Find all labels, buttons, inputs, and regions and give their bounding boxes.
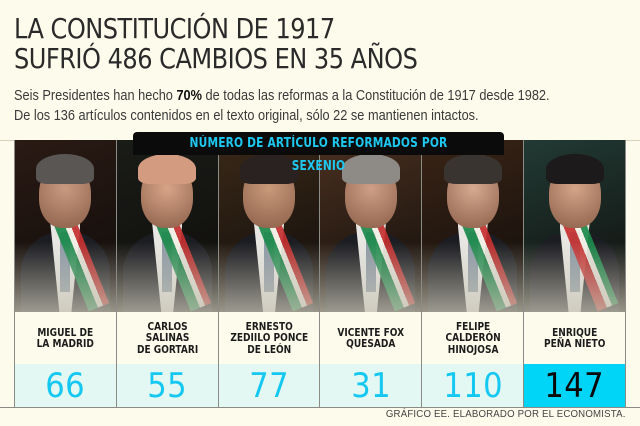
president-portrait [524,140,625,312]
president-name-text: VICENTE FOX QUESADA [337,326,405,350]
president-name: MIGUEL DE LA MADRID [15,312,116,364]
hair-shape [443,154,502,184]
president-name-text: FELIPE CALDERÓN HINOJOSA [445,320,501,356]
reform-count: 55 [116,364,218,408]
reform-count-value: 31 [350,366,391,406]
president-name: ERNESTO ZEDIILO PONCE DE LEÓN [218,312,320,364]
president-portrait [218,140,320,312]
portrait-fade [218,242,320,312]
president-portrait [15,140,116,312]
president-name-text: ERNESTO ZEDIILO PONCE DE LEÓN [230,320,308,356]
infographic-title: LA CONSTITUCIÓN DE 1917 SUFRIÓ 486 CAMBI… [14,12,418,75]
president-column: ENRIQUE PEÑA NIETO 147 [524,140,626,408]
section-banner: NÚMERO DE ARTÍCULO REFORMADOS POR SEXENI… [133,132,504,174]
reform-count: 147 [524,364,625,408]
president-column: FELIPE CALDERÓN HINOJOSA 110 [422,140,525,408]
president-name: ENRIQUE PEÑA NIETO [524,312,625,364]
hair-shape [36,154,95,184]
hair-shape [545,154,604,184]
portrait-fade [15,242,116,312]
reform-count-value: 66 [45,366,86,406]
president-name-text: MIGUEL DE LA MADRID [36,326,95,350]
reform-count-value: 147 [544,366,605,406]
hair-shape [138,154,197,184]
president-name: FELIPE CALDERÓN HINOJOSA [422,312,524,364]
subtitle-line-2: De los 136 artículos contenidos en el te… [14,108,479,124]
portrait-fade [320,242,422,312]
portrait-fade [524,242,625,312]
reform-count-value: 77 [249,366,289,406]
source-credit: GRÁFICO EE. ELABORADO POR EL ECONOMISTA. [386,408,626,420]
reform-count-value: 55 [147,366,188,406]
president-column: CARLOS SALINAS DE GORTARI 55 [116,140,219,408]
hair-shape [240,154,299,184]
president-column: ERNESTO ZEDIILO PONCE DE LEÓN 77 [218,140,321,408]
president-portrait [116,140,218,312]
president-name: VICENTE FOX QUESADA [320,312,422,364]
banner-label: NÚMERO DE ARTÍCULO REFORMADOS POR SEXENI… [189,136,448,174]
president-column: VICENTE FOX QUESADA 31 [320,140,423,408]
president-name-text: CARLOS SALINAS DE GORTARI [136,320,198,356]
title-line-1: LA CONSTITUCIÓN DE 1917 [14,12,335,45]
portrait-fade [422,242,524,312]
infographic-subtitle: Seis Presidentes han hecho 70% de todas … [14,86,550,126]
subtitle-line-1: Seis Presidentes han hecho 70% de todas … [14,86,550,106]
subtitle-text: Seis Presidentes han hecho [14,88,177,104]
president-name: CARLOS SALINAS DE GORTARI [116,312,218,364]
highlight-percentage: 70% [176,88,202,104]
president-name-text: ENRIQUE PEÑA NIETO [543,326,606,350]
reform-count: 110 [422,364,524,408]
hair-shape [341,154,400,184]
title-line-2: SUFRIÓ 486 CAMBIOS EN 35 AÑOS [14,42,418,75]
reform-count: 66 [15,364,116,408]
table-bottom-rule [0,407,640,408]
president-column: MIGUEL DE LA MADRID 66 [15,140,117,408]
subtitle-text: de todas las reformas a la Constitución … [201,88,550,104]
reform-count: 31 [320,364,422,408]
presidents-table: MIGUEL DE LA MADRID 66 CARLOS SALINAS DE… [14,140,626,408]
president-portrait [422,140,524,312]
president-portrait [320,140,422,312]
reform-count-value: 110 [442,366,503,406]
reform-count: 77 [218,364,320,408]
portrait-fade [116,242,218,312]
